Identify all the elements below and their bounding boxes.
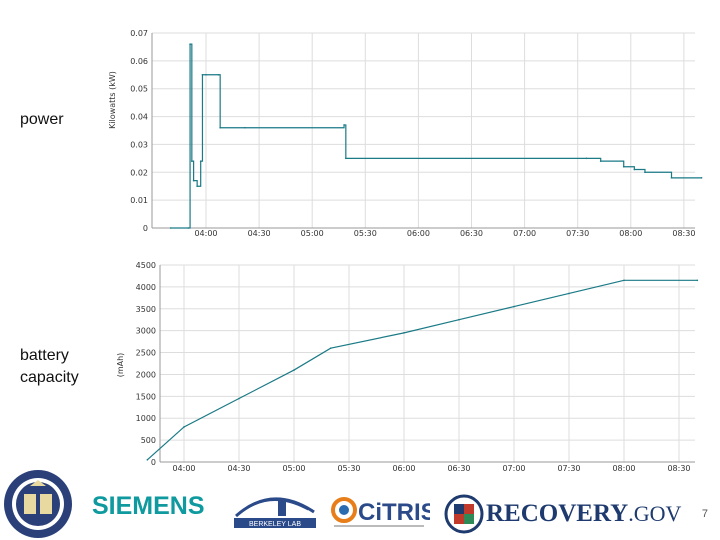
data-point: [670, 177, 673, 179]
berkeley-lab-text: BERKELEY LAB: [249, 521, 301, 528]
y-tick-label: 0.01: [130, 196, 148, 205]
x-tick-label: 04:00: [172, 464, 195, 473]
y-tick-label: 0.06: [130, 57, 148, 66]
x-tick-label: 07:00: [513, 229, 536, 238]
data-point: [513, 305, 515, 308]
battery-label-line2: capacity: [20, 369, 79, 386]
x-tick-label: 08:30: [672, 229, 695, 238]
battery-label-line1: battery: [20, 347, 69, 364]
x-tick-label: 08:00: [619, 229, 642, 238]
y-tick-label: 3000: [136, 327, 156, 336]
berkeley-lab-logo: BERKELEY LAB: [234, 497, 316, 528]
data-point: [219, 126, 221, 129]
data-point: [345, 157, 347, 160]
x-tick-label: 06:30: [460, 229, 483, 238]
siemens-logo: SIEMENS: [92, 492, 205, 520]
data-point: [644, 171, 646, 174]
power-label: power: [20, 111, 64, 128]
recovery-text: RECOVERY: [486, 500, 629, 527]
data-point: [169, 227, 172, 229]
data-point: [329, 347, 332, 349]
y-tick-label: 500: [141, 436, 156, 445]
y-tick-label: 1500: [136, 392, 156, 401]
recovery-gov-logo: RECOVERY.GOV: [486, 500, 681, 528]
x-tick-label: 07:30: [557, 464, 580, 473]
data-point: [700, 177, 703, 179]
data-point: [568, 292, 570, 295]
power-chart: 0 0.01 0.02 0.03 0.04 0.05 0.06 0.07 04:00 04:30 0…: [108, 29, 703, 238]
x-tick-label: 05:30: [354, 229, 377, 238]
x-tick-label: 07:00: [502, 464, 525, 473]
data-point: [192, 179, 195, 182]
data-point: [187, 227, 190, 229]
x-tick-label: 04:30: [248, 229, 271, 238]
y-tick-label: 0.03: [130, 140, 148, 149]
data-point: [238, 397, 240, 400]
slide-number: 7: [701, 508, 708, 520]
y-tick-label: 0.04: [130, 113, 148, 122]
x-tick-label: 06:00: [392, 464, 415, 473]
y-tick-label: 1000: [136, 414, 156, 423]
data-point: [599, 160, 602, 162]
data-point: [623, 279, 625, 282]
data-point: [146, 459, 149, 461]
series-line-battery-capacity: [146, 279, 698, 461]
data-point: [343, 124, 345, 126]
x-tick-label: 04:30: [227, 464, 250, 473]
recovery-seal-logo: [444, 494, 484, 534]
citris-text: CiTRIS: [358, 499, 430, 526]
y-tick-label: 0.05: [130, 85, 148, 94]
x-tick-label: 05:30: [337, 464, 360, 473]
y-tick-label: 0: [143, 224, 148, 233]
data-point: [189, 43, 191, 45]
data-point: [196, 185, 198, 188]
y-tick-label: 4500: [136, 261, 156, 270]
x-tick-label: 05:00: [282, 464, 305, 473]
data-point: [696, 279, 699, 282]
data-point: [633, 168, 636, 171]
data-point: [201, 73, 204, 76]
x-tick-label: 06:00: [407, 229, 430, 238]
x-tick-label: 04:00: [194, 229, 217, 238]
y-axis-label: Kilowatts (kW): [108, 71, 117, 129]
data-point: [183, 426, 185, 428]
battery-capacity-chart: 0 500 1000 1500 2000 2500 3000 3500 4000 4500 04:0…: [116, 261, 699, 473]
data-point: [217, 73, 220, 76]
y-tick-label: 3500: [136, 305, 156, 314]
y-tick-label: 0.07: [130, 29, 148, 38]
y-tick-label: 0.02: [130, 168, 148, 177]
y-tick-label: 4000: [136, 283, 156, 292]
y-axis-label: (mAh): [116, 353, 125, 378]
data-point: [205, 73, 207, 76]
uc-seal-logo: [4, 470, 72, 538]
x-tick-label: 05:00: [301, 229, 324, 238]
y-tick-label: 2500: [136, 349, 156, 358]
x-tick-label: 07:30: [566, 229, 589, 238]
data-point: [191, 160, 193, 162]
data-point: [458, 318, 460, 321]
x-tick-label: 06:30: [447, 464, 470, 473]
citris-logo: CiTRIS: [331, 497, 430, 527]
y-tick-label: 2000: [136, 370, 156, 379]
data-point: [293, 369, 295, 371]
data-point: [403, 332, 405, 334]
y-tick-label: 0: [151, 458, 156, 467]
x-tick-label: 08:30: [667, 464, 690, 473]
recovery-gov-suffix: .GOV: [628, 501, 682, 526]
data-point: [585, 157, 588, 160]
data-point: [199, 160, 202, 162]
data-point: [244, 126, 246, 129]
x-tick-label: 08:00: [612, 464, 635, 473]
data-point: [622, 165, 625, 168]
